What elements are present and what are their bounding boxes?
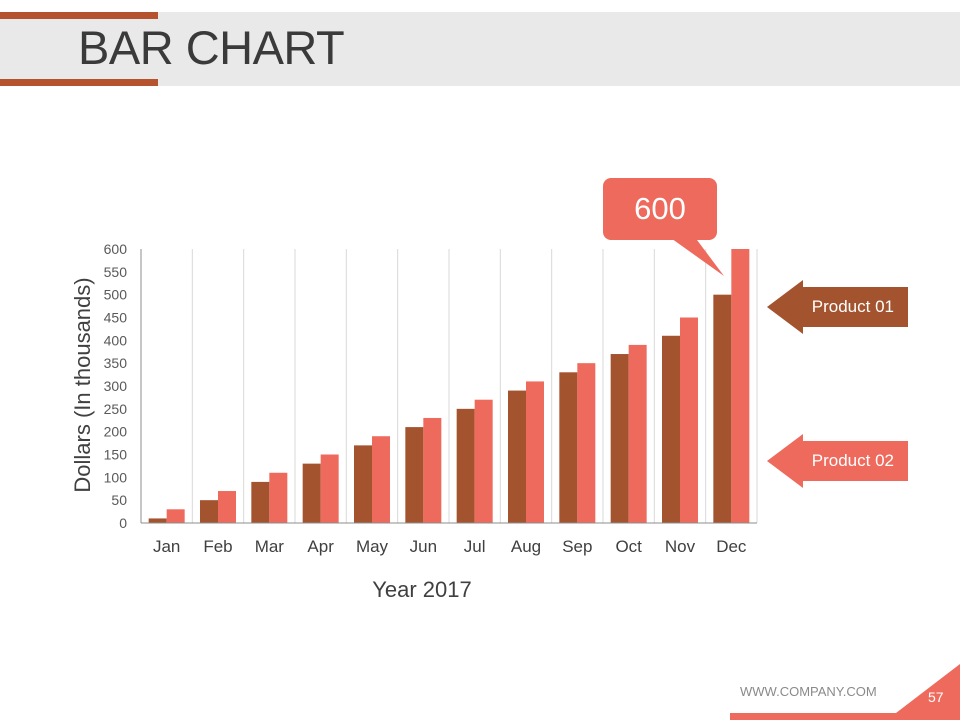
y-tick-label: 0 (119, 515, 127, 531)
x-tick-label: Jul (464, 537, 486, 556)
bar-product-02-jan (166, 509, 185, 523)
bar-product-02-dec (731, 249, 750, 523)
title-accent-bar (0, 79, 158, 86)
y-tick-label: 400 (104, 332, 128, 348)
y-tick-label: 50 (111, 492, 127, 508)
bar-product-01-aug (508, 390, 526, 523)
footer-bar (730, 713, 960, 720)
y-tick-label: 200 (104, 424, 128, 440)
x-tick-label: Mar (255, 537, 285, 556)
bar-product-01-dec (713, 294, 732, 523)
y-tick-label: 550 (104, 264, 128, 280)
bar-product-01-apr (302, 463, 321, 523)
y-tick-label: 600 (104, 241, 128, 257)
y-tick-label: 350 (104, 355, 128, 371)
arrow-left-icon (767, 280, 803, 334)
bar-product-01-jul (456, 408, 475, 523)
y-tick-label: 500 (104, 287, 128, 303)
x-tick-label: Sep (562, 537, 592, 556)
x-tick-label: May (356, 537, 389, 556)
x-tick-label: Jan (153, 537, 180, 556)
bar-product-01-jun (405, 427, 424, 523)
x-tick-label: Jun (410, 537, 437, 556)
bar-product-02-aug (526, 381, 544, 523)
y-tick-label: 300 (104, 378, 128, 394)
bar-product-02-feb (218, 491, 236, 523)
x-axis-title: Year 2017 (372, 577, 472, 602)
slide-title: BAR CHART (78, 21, 345, 74)
bar-product-01-jan (148, 518, 167, 523)
bar-product-02-jul (474, 399, 493, 523)
bar-product-02-mar (269, 472, 288, 523)
footer-url: WWW.COMPANY.COM (740, 684, 877, 699)
bar-product-01-may (354, 445, 372, 523)
bar-product-02-sep (577, 363, 596, 523)
legend-label: Product 02 (811, 451, 894, 470)
legend-tag-product-02: Product 02 (767, 434, 908, 488)
legend-tag-product-01: Product 01 (767, 280, 908, 334)
x-tick-label: Feb (203, 537, 232, 556)
page-number: 57 (928, 689, 944, 705)
y-tick-label: 100 (104, 469, 128, 485)
bar-product-01-sep (559, 372, 578, 523)
bar-product-01-mar (251, 481, 270, 523)
bar-product-01-nov (662, 335, 680, 523)
y-tick-label: 150 (104, 447, 128, 463)
bar-product-01-oct (610, 354, 629, 523)
bar-product-02-may (372, 436, 390, 523)
value-callout: 600 (603, 178, 717, 240)
title-accent-bar (0, 12, 158, 19)
arrow-left-icon (767, 434, 803, 488)
y-tick-label: 450 (104, 310, 128, 326)
bar-product-02-apr (320, 454, 339, 523)
x-tick-label: Oct (615, 537, 642, 556)
bar-product-01-feb (200, 500, 218, 523)
x-tick-label: Dec (716, 537, 747, 556)
y-tick-label: 250 (104, 401, 128, 417)
bar-product-02-jun (423, 417, 442, 523)
x-tick-label: Apr (307, 537, 334, 556)
bar-product-02-oct (628, 344, 647, 523)
title-band (0, 12, 960, 86)
legend-label: Product 01 (811, 297, 894, 316)
y-axis-title: Dollars (In thousands) (70, 277, 95, 492)
x-tick-label: Aug (511, 537, 541, 556)
bar-product-02-nov (680, 317, 698, 523)
x-tick-label: Nov (665, 537, 696, 556)
